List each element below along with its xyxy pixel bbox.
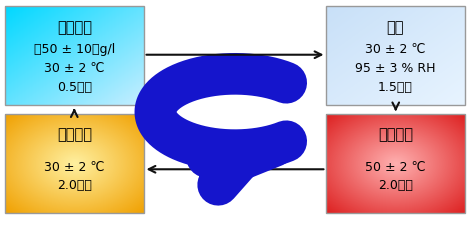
- Bar: [326, 115, 465, 213]
- Bar: [5, 7, 144, 106]
- Text: （50 ± 10）g/l: （50 ± 10）g/l: [34, 43, 115, 56]
- Text: 湿潤: 湿潤: [387, 20, 404, 35]
- Bar: [5, 115, 144, 213]
- Text: 2.0時間: 2.0時間: [57, 179, 92, 191]
- Text: 50 ± 2 ℃: 50 ± 2 ℃: [365, 160, 426, 173]
- Text: 熱風乃燥: 熱風乃燥: [378, 127, 413, 142]
- Text: 1.5時間: 1.5時間: [378, 81, 413, 94]
- Text: 塩水噴霧: 塩水噴霧: [57, 20, 92, 35]
- Text: 95 ± 3 % RH: 95 ± 3 % RH: [355, 62, 436, 75]
- Text: 2.0時間: 2.0時間: [378, 179, 413, 191]
- Text: 30 ± 2 ℃: 30 ± 2 ℃: [44, 160, 105, 173]
- Text: 温風乃燥: 温風乃燥: [57, 127, 92, 142]
- Text: 30 ± 2 ℃: 30 ± 2 ℃: [365, 43, 426, 56]
- Text: 0.5時間: 0.5時間: [57, 81, 92, 94]
- Bar: [326, 7, 465, 106]
- Text: 30 ± 2 ℃: 30 ± 2 ℃: [44, 62, 105, 75]
